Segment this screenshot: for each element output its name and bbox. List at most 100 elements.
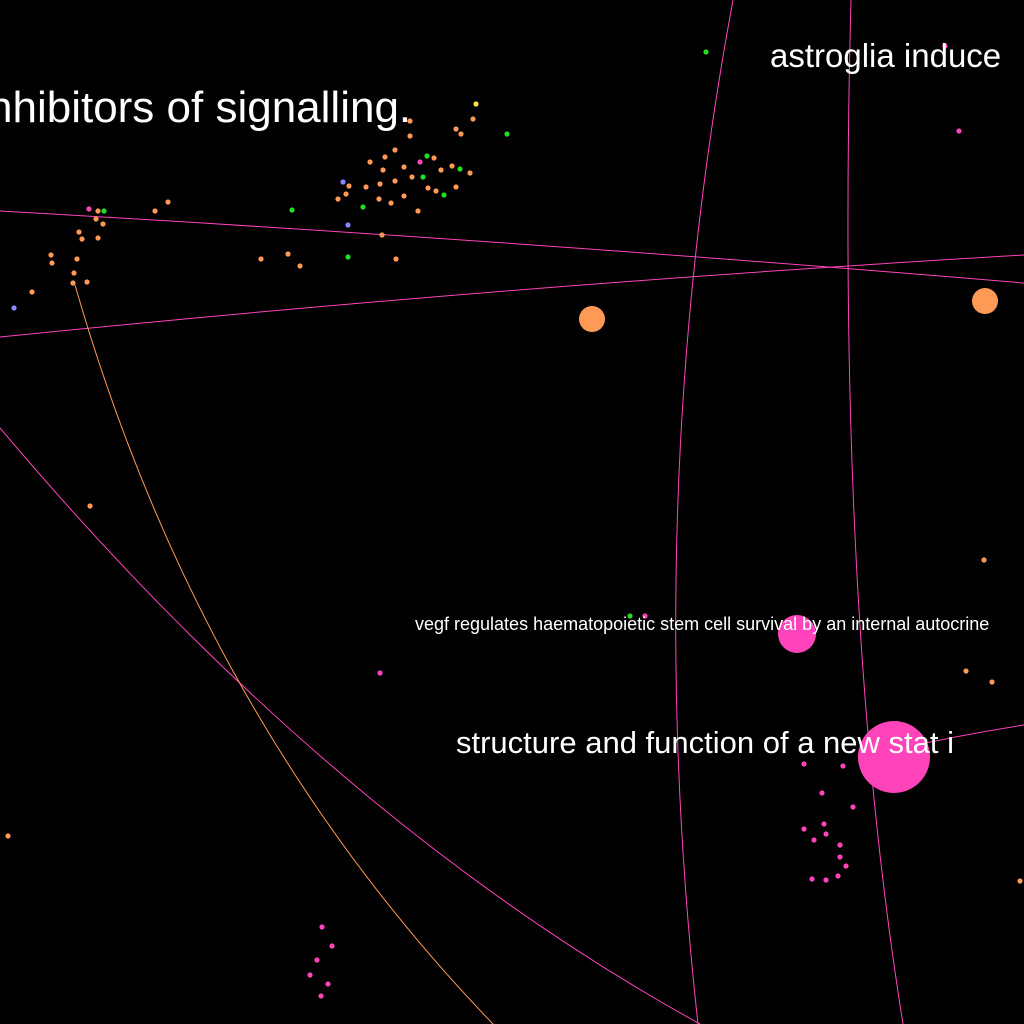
node-small[interactable] [627,613,633,619]
node-small[interactable] [314,957,320,963]
node-small[interactable] [401,164,407,170]
node-small[interactable] [70,280,76,286]
node-small[interactable] [942,43,948,49]
node-small[interactable] [388,200,394,206]
node-small[interactable] [420,174,426,180]
node-small[interactable] [360,204,366,210]
node-small[interactable] [380,167,386,173]
node-small[interactable] [401,193,407,199]
node-small[interactable] [823,877,829,883]
node-small[interactable] [835,873,841,879]
node-small[interactable] [801,761,807,767]
node-small[interactable] [84,279,90,285]
node-small[interactable] [642,613,648,619]
node-small[interactable] [392,147,398,153]
node-small[interactable] [345,254,351,260]
node-small[interactable] [821,821,827,827]
node-small[interactable] [377,181,383,187]
node-label-stat: structure and function of a new stat i [456,725,954,760]
node-large[interactable] [972,288,998,314]
node-small[interactable] [1017,878,1023,884]
node-small[interactable] [345,222,351,228]
node-small[interactable] [93,216,99,222]
node-small[interactable] [86,206,92,212]
node-small[interactable] [71,270,77,276]
node-small[interactable] [289,207,295,213]
node-small[interactable] [87,503,93,509]
node-small[interactable] [11,305,17,311]
node-small[interactable] [74,256,80,262]
node-small[interactable] [335,196,341,202]
node-small[interactable] [325,981,331,987]
node-small[interactable] [431,155,437,161]
node-small[interactable] [981,557,987,563]
node-small[interactable] [470,116,476,122]
node-small[interactable] [285,251,291,257]
node-small[interactable] [433,188,439,194]
node-small[interactable] [379,232,385,238]
node-small[interactable] [95,208,101,214]
node-small[interactable] [329,943,335,949]
node-small[interactable] [307,972,313,978]
node-small[interactable] [963,668,969,674]
node-small[interactable] [843,863,849,869]
node-small[interactable] [258,256,264,262]
node-small[interactable] [473,101,479,107]
node-small[interactable] [377,670,383,676]
node-small[interactable] [343,191,349,197]
node-small[interactable] [29,289,35,295]
node-small[interactable] [101,208,107,214]
node-small[interactable] [346,183,352,189]
node-small[interactable] [392,178,398,184]
node-small[interactable] [504,131,510,137]
node-small[interactable] [703,49,709,55]
node-small[interactable] [424,153,430,159]
node-large[interactable] [858,721,930,793]
node-small[interactable] [407,118,413,124]
node-small[interactable] [837,842,843,848]
node-small[interactable] [809,876,815,882]
node-small[interactable] [409,174,415,180]
node-small[interactable] [438,167,444,173]
node-small[interactable] [453,126,459,132]
node-small[interactable] [823,831,829,837]
node-small[interactable] [467,170,473,176]
node-small[interactable] [425,185,431,191]
node-small[interactable] [457,166,463,172]
node-small[interactable] [363,184,369,190]
node-small[interactable] [49,260,55,266]
node-small[interactable] [100,221,106,227]
node-small[interactable] [407,133,413,139]
node-small[interactable] [48,252,54,258]
node-small[interactable] [449,163,455,169]
node-small[interactable] [297,263,303,269]
node-small[interactable] [376,196,382,202]
node-small[interactable] [840,763,846,769]
node-small[interactable] [319,924,325,930]
node-small[interactable] [5,833,11,839]
node-small[interactable] [441,192,447,198]
node-small[interactable] [458,131,464,137]
node-small[interactable] [79,236,85,242]
node-small[interactable] [417,159,423,165]
node-small[interactable] [152,208,158,214]
node-small[interactable] [393,256,399,262]
node-small[interactable] [819,790,825,796]
node-large[interactable] [778,615,816,653]
node-small[interactable] [318,993,324,999]
node-small[interactable] [837,854,843,860]
node-small[interactable] [801,826,807,832]
node-small[interactable] [989,679,995,685]
node-small[interactable] [382,154,388,160]
node-large[interactable] [579,306,605,332]
node-small[interactable] [367,159,373,165]
node-small[interactable] [956,128,962,134]
node-small[interactable] [415,208,421,214]
node-small[interactable] [76,229,82,235]
node-small[interactable] [811,837,817,843]
node-small[interactable] [165,199,171,205]
node-small[interactable] [95,235,101,241]
node-small[interactable] [850,804,856,810]
node-small[interactable] [453,184,459,190]
node-small[interactable] [340,179,346,185]
